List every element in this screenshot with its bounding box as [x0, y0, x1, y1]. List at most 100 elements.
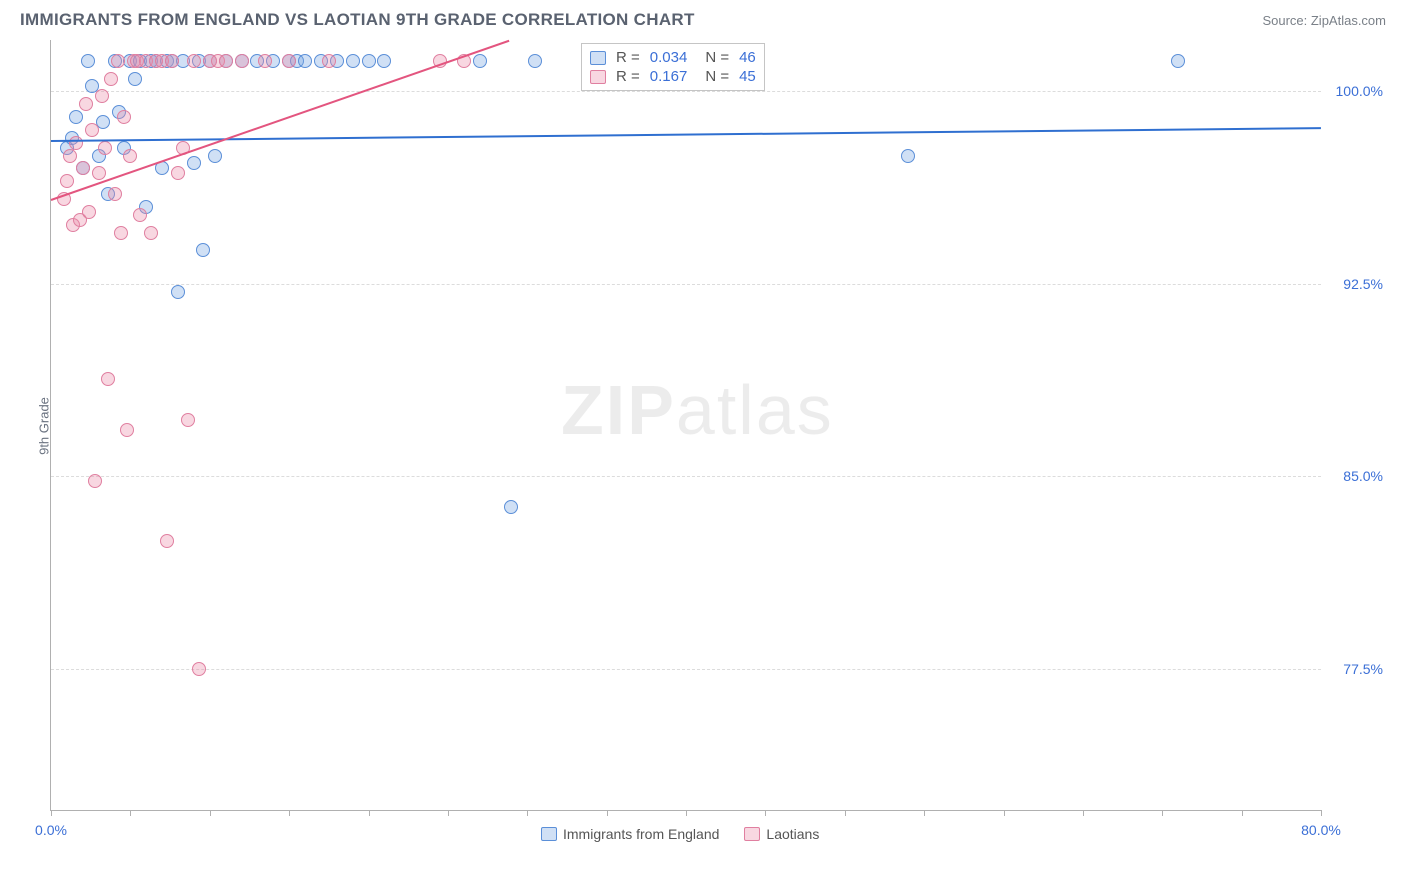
legend-item: Immigrants from England	[541, 826, 719, 842]
data-point	[208, 149, 222, 163]
data-point	[192, 662, 206, 676]
data-point	[85, 123, 99, 137]
data-point	[123, 149, 137, 163]
data-point	[528, 54, 542, 68]
data-point	[346, 54, 360, 68]
x-tick	[845, 810, 846, 816]
data-point	[165, 54, 179, 68]
y-tick-label: 77.5%	[1328, 661, 1383, 677]
data-point	[298, 54, 312, 68]
x-tick	[765, 810, 766, 816]
x-tick-label: 0.0%	[35, 822, 67, 838]
data-point	[92, 166, 106, 180]
chart-title: IMMIGRANTS FROM ENGLAND VS LAOTIAN 9TH G…	[20, 10, 695, 30]
data-point	[282, 54, 296, 68]
data-point	[144, 226, 158, 240]
x-tick	[1004, 810, 1005, 816]
x-tick	[51, 810, 52, 816]
stat-n-label: N =	[705, 68, 729, 85]
legend: Immigrants from England Laotians	[541, 826, 819, 842]
data-point	[76, 161, 90, 175]
x-tick	[1162, 810, 1163, 816]
plot-area: ZIPatlas 77.5%85.0%92.5%100.0%0.0%80.0%R…	[50, 40, 1321, 811]
data-point	[219, 54, 233, 68]
stat-r-value: 0.167	[650, 68, 688, 85]
data-point	[88, 474, 102, 488]
data-point	[81, 54, 95, 68]
watermark: ZIPatlas	[561, 370, 834, 450]
y-tick-label: 92.5%	[1328, 276, 1383, 292]
x-tick	[1083, 810, 1084, 816]
series-swatch	[590, 70, 606, 84]
data-point	[111, 54, 125, 68]
x-tick	[1321, 810, 1322, 816]
y-tick-label: 100.0%	[1328, 83, 1383, 99]
data-point	[63, 149, 77, 163]
data-point	[181, 413, 195, 427]
data-point	[1171, 54, 1185, 68]
gridline-h	[51, 669, 1321, 670]
data-point	[60, 174, 74, 188]
data-point	[95, 89, 109, 103]
data-point	[69, 110, 83, 124]
data-point	[160, 534, 174, 548]
stat-n-label: N =	[705, 49, 729, 66]
data-point	[362, 54, 376, 68]
stats-box: R = 0.034 N = 46 R = 0.167 N = 45	[581, 43, 765, 91]
legend-label: Laotians	[766, 826, 819, 842]
data-point	[104, 72, 118, 86]
legend-label: Immigrants from England	[563, 826, 719, 842]
x-tick	[686, 810, 687, 816]
data-point	[171, 166, 185, 180]
data-point	[98, 141, 112, 155]
chart-container: 9th Grade ZIPatlas 77.5%85.0%92.5%100.0%…	[50, 40, 1386, 811]
chart-source: Source: ZipAtlas.com	[1262, 13, 1386, 28]
x-tick	[448, 810, 449, 816]
gridline-h	[51, 284, 1321, 285]
gridline-h	[51, 91, 1321, 92]
data-point	[258, 54, 272, 68]
data-point	[128, 72, 142, 86]
series-swatch	[590, 51, 606, 65]
stat-r-label: R =	[616, 68, 640, 85]
gridline-h	[51, 476, 1321, 477]
data-point	[187, 156, 201, 170]
stat-n-value: 45	[739, 68, 756, 85]
stats-row: R = 0.034 N = 46	[590, 48, 756, 67]
data-point	[108, 187, 122, 201]
chart-header: IMMIGRANTS FROM ENGLAND VS LAOTIAN 9TH G…	[0, 0, 1406, 35]
data-point	[133, 208, 147, 222]
data-point	[322, 54, 336, 68]
x-tick	[289, 810, 290, 816]
data-point	[79, 97, 93, 111]
x-tick	[130, 810, 131, 816]
data-point	[504, 500, 518, 514]
data-point	[196, 243, 210, 257]
legend-swatch	[744, 827, 760, 841]
data-point	[171, 285, 185, 299]
data-point	[473, 54, 487, 68]
data-point	[114, 226, 128, 240]
data-point	[117, 110, 131, 124]
data-point	[377, 54, 391, 68]
data-point	[187, 54, 201, 68]
data-point	[120, 423, 134, 437]
x-tick	[527, 810, 528, 816]
y-tick-label: 85.0%	[1328, 468, 1383, 484]
data-point	[101, 372, 115, 386]
stat-r-label: R =	[616, 49, 640, 66]
stat-r-value: 0.034	[650, 49, 688, 66]
data-point	[82, 205, 96, 219]
data-point	[901, 149, 915, 163]
stat-n-value: 46	[739, 49, 756, 66]
data-point	[69, 136, 83, 150]
x-tick	[210, 810, 211, 816]
data-point	[235, 54, 249, 68]
x-tick	[924, 810, 925, 816]
x-tick-label: 80.0%	[1301, 822, 1341, 838]
x-tick	[1242, 810, 1243, 816]
x-tick	[369, 810, 370, 816]
stats-row: R = 0.167 N = 45	[590, 67, 756, 86]
legend-item: Laotians	[744, 826, 819, 842]
legend-swatch	[541, 827, 557, 841]
